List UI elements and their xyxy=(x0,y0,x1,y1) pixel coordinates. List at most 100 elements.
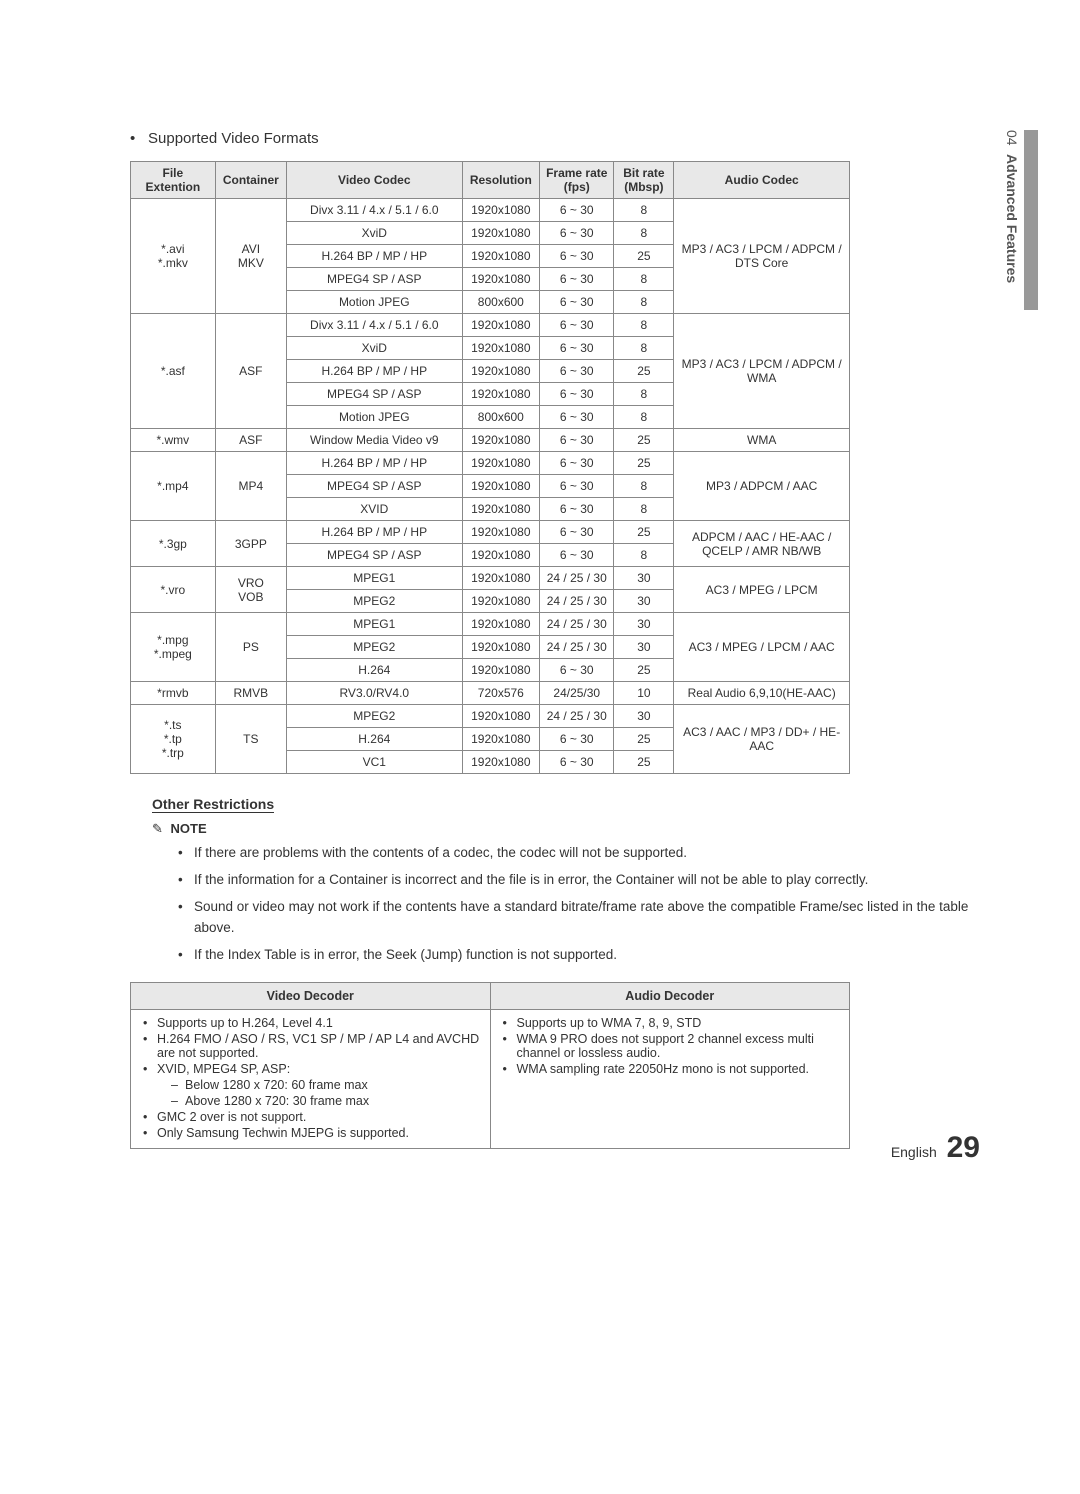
other-restrictions-section: Other Restrictions ✎ NOTE If there are p… xyxy=(130,796,980,966)
table-cell: AC3 / MPEG / LPCM / AAC xyxy=(674,613,850,682)
th-resolution: Resolution xyxy=(462,162,539,199)
table-cell: 1920x1080 xyxy=(462,360,539,383)
decoder-header-row: Video Decoder Audio Decoder xyxy=(131,982,850,1009)
th-bit-rate: Bit rate (Mbsp) xyxy=(614,162,674,199)
table-cell: H.264 xyxy=(286,728,462,751)
table-cell: 6 ~ 30 xyxy=(540,383,614,406)
decoder-item: H.264 FMO / ASO / RS, VC1 SP / MP / AP L… xyxy=(141,1032,480,1060)
table-cell: 30 xyxy=(614,567,674,590)
table-cell: 8 xyxy=(614,199,674,222)
table-cell: 8 xyxy=(614,268,674,291)
table-cell: MPEG2 xyxy=(286,590,462,613)
table-row: *.asfASFDivx 3.11 / 4.x / 5.1 / 6.01920x… xyxy=(131,314,850,337)
table-cell: 1920x1080 xyxy=(462,314,539,337)
table-row: *.ts*.tp*.trpTSMPEG21920x108024 / 25 / 3… xyxy=(131,705,850,728)
table-cell: AC3 / AAC / MP3 / DD+ / HE-AAC xyxy=(674,705,850,774)
table-cell: 25 xyxy=(614,452,674,475)
table-cell: *.wmv xyxy=(131,429,216,452)
table-cell: H.264 BP / MP / HP xyxy=(286,452,462,475)
table-row: *.3gp3GPPH.264 BP / MP / HP1920x10806 ~ … xyxy=(131,521,850,544)
decoder-item: WMA sampling rate 22050Hz mono is not su… xyxy=(501,1062,840,1076)
th-file-ext: File Extention xyxy=(131,162,216,199)
table-cell: 6 ~ 30 xyxy=(540,268,614,291)
note-list: If there are problems with the contents … xyxy=(130,843,980,966)
table-cell: 800x600 xyxy=(462,291,539,314)
table-cell: 24 / 25 / 30 xyxy=(540,567,614,590)
table-cell: WMA xyxy=(674,429,850,452)
table-cell: 24 / 25 / 30 xyxy=(540,705,614,728)
table-cell: 8 xyxy=(614,406,674,429)
table-cell: AC3 / MPEG / LPCM xyxy=(674,567,850,613)
table-cell: 1920x1080 xyxy=(462,659,539,682)
table-cell: 8 xyxy=(614,475,674,498)
table-cell: 1920x1080 xyxy=(462,452,539,475)
table-header-row: File Extention Container Video Codec Res… xyxy=(131,162,850,199)
side-accent-bar xyxy=(1024,130,1038,310)
table-cell: 25 xyxy=(614,659,674,682)
table-cell: 6 ~ 30 xyxy=(540,199,614,222)
table-cell: *.ts*.tp*.trp xyxy=(131,705,216,774)
table-cell: 25 xyxy=(614,245,674,268)
table-cell: 6 ~ 30 xyxy=(540,245,614,268)
video-decoder-cell: Supports up to H.264, Level 4.1H.264 FMO… xyxy=(131,1009,491,1148)
table-cell: 6 ~ 30 xyxy=(540,659,614,682)
table-cell: Motion JPEG xyxy=(286,406,462,429)
table-cell: MP3 / ADPCM / AAC xyxy=(674,452,850,521)
table-cell: H.264 BP / MP / HP xyxy=(286,245,462,268)
table-cell: *.3gp xyxy=(131,521,216,567)
table-cell: 6 ~ 30 xyxy=(540,751,614,774)
table-cell: XviD xyxy=(286,337,462,360)
table-cell: 24 / 25 / 30 xyxy=(540,613,614,636)
table-cell: 6 ~ 30 xyxy=(540,291,614,314)
table-cell: 24 / 25 / 30 xyxy=(540,590,614,613)
table-cell: 1920x1080 xyxy=(462,590,539,613)
table-cell: Window Media Video v9 xyxy=(286,429,462,452)
table-cell: 25 xyxy=(614,751,674,774)
table-row: *rmvbRMVBRV3.0/RV4.0720x57624/25/3010Rea… xyxy=(131,682,850,705)
table-cell: 8 xyxy=(614,291,674,314)
table-cell: MP4 xyxy=(215,452,286,521)
table-cell: MPEG4 SP / ASP xyxy=(286,475,462,498)
table-cell: 30 xyxy=(614,636,674,659)
table-cell: ASF xyxy=(215,314,286,429)
note-item: If there are problems with the contents … xyxy=(178,843,980,864)
table-cell: 6 ~ 30 xyxy=(540,475,614,498)
table-cell: MP3 / AC3 / LPCM / ADPCM / DTS Core xyxy=(674,199,850,314)
decoder-subitem: Below 1280 x 720: 60 frame max xyxy=(169,1078,480,1092)
note-item: If the information for a Container is in… xyxy=(178,870,980,891)
table-cell: 1920x1080 xyxy=(462,268,539,291)
section-title: Supported Video Formats xyxy=(130,130,980,147)
table-cell: ASF xyxy=(215,429,286,452)
table-cell: 24 / 25 / 30 xyxy=(540,636,614,659)
table-cell: MPEG4 SP / ASP xyxy=(286,544,462,567)
table-cell: 1920x1080 xyxy=(462,429,539,452)
table-cell: 8 xyxy=(614,544,674,567)
note-item: If the Index Table is in error, the Seek… xyxy=(178,945,980,966)
table-cell: 25 xyxy=(614,521,674,544)
table-cell: 8 xyxy=(614,498,674,521)
decoder-item: XVID, MPEG4 SP, ASP:Below 1280 x 720: 60… xyxy=(141,1062,480,1108)
footer-page-number: 29 xyxy=(947,1131,980,1164)
table-cell: 3GPP xyxy=(215,521,286,567)
table-cell: 1920x1080 xyxy=(462,337,539,360)
table-cell: 10 xyxy=(614,682,674,705)
chapter-label: Advanced Features xyxy=(1004,154,1020,283)
table-cell: 800x600 xyxy=(462,406,539,429)
decoder-table: Video Decoder Audio Decoder Supports up … xyxy=(130,982,850,1149)
decoder-item: Only Samsung Techwin MJEPG is supported. xyxy=(141,1126,480,1140)
chapter-number: 04 xyxy=(1004,130,1020,146)
table-cell: MPEG4 SP / ASP xyxy=(286,268,462,291)
decoder-row: Supports up to H.264, Level 4.1H.264 FMO… xyxy=(131,1009,850,1148)
table-cell: 6 ~ 30 xyxy=(540,521,614,544)
table-cell: *.avi*.mkv xyxy=(131,199,216,314)
table-cell: 8 xyxy=(614,337,674,360)
table-cell: VROVOB xyxy=(215,567,286,613)
table-cell: H.264 BP / MP / HP xyxy=(286,521,462,544)
table-cell: *.asf xyxy=(131,314,216,429)
table-cell: Real Audio 6,9,10(HE-AAC) xyxy=(674,682,850,705)
table-cell: 30 xyxy=(614,613,674,636)
table-cell: 1920x1080 xyxy=(462,222,539,245)
table-cell: 30 xyxy=(614,705,674,728)
decoder-item: WMA 9 PRO does not support 2 channel exc… xyxy=(501,1032,840,1060)
th-container: Container xyxy=(215,162,286,199)
